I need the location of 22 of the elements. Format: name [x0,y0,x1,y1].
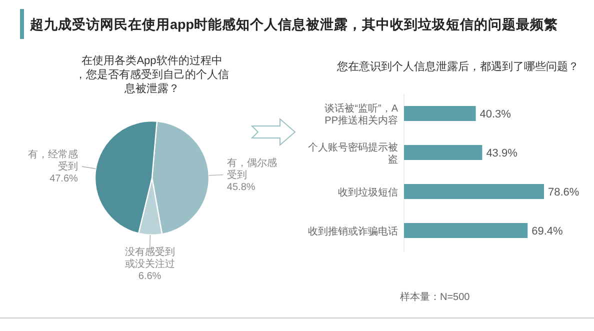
data-label: 69.4% [532,226,564,238]
data-label: 47.6% [50,174,78,184]
y-tick-label: 收到垃圾短信 [338,186,398,198]
bar [404,145,482,160]
data-label: 40.3% [480,108,512,120]
bar [404,184,544,199]
y-tick-label: 收到推销或诈骗电话 [308,226,398,238]
chart-subtitle: 您在意识到个人信息泄露后，都遇到了哪些问题？ [336,60,579,73]
slice-label: 有，偶尔感受到 [226,156,277,181]
bar [404,106,476,121]
slice-label: 没有感受到或没关注过 [124,246,175,270]
text: 样本量：N=500 [400,291,470,303]
data-label: 45.8% [226,182,256,193]
chart-subtitle: 在使用各类App软件的过程中，您是否有感受到自己的个人信息被泄露？ [75,54,229,95]
bar [404,223,528,238]
y-tick-label: 谈话被“监听”，APP推送相关内容 [324,102,398,126]
data-label: 43.9% [486,148,518,160]
y-tick-label: 个人账号密码提示被盗 [308,142,398,166]
data-label: 6.6% [138,270,162,282]
slice-label: 有，经常感受到 [28,148,78,172]
data-label: 78.6% [548,186,580,198]
chart-title: 超九成受访网民在使用app时能感知个人信息被泄露，其中收到垃圾短信的问题最频繁 [29,16,558,32]
